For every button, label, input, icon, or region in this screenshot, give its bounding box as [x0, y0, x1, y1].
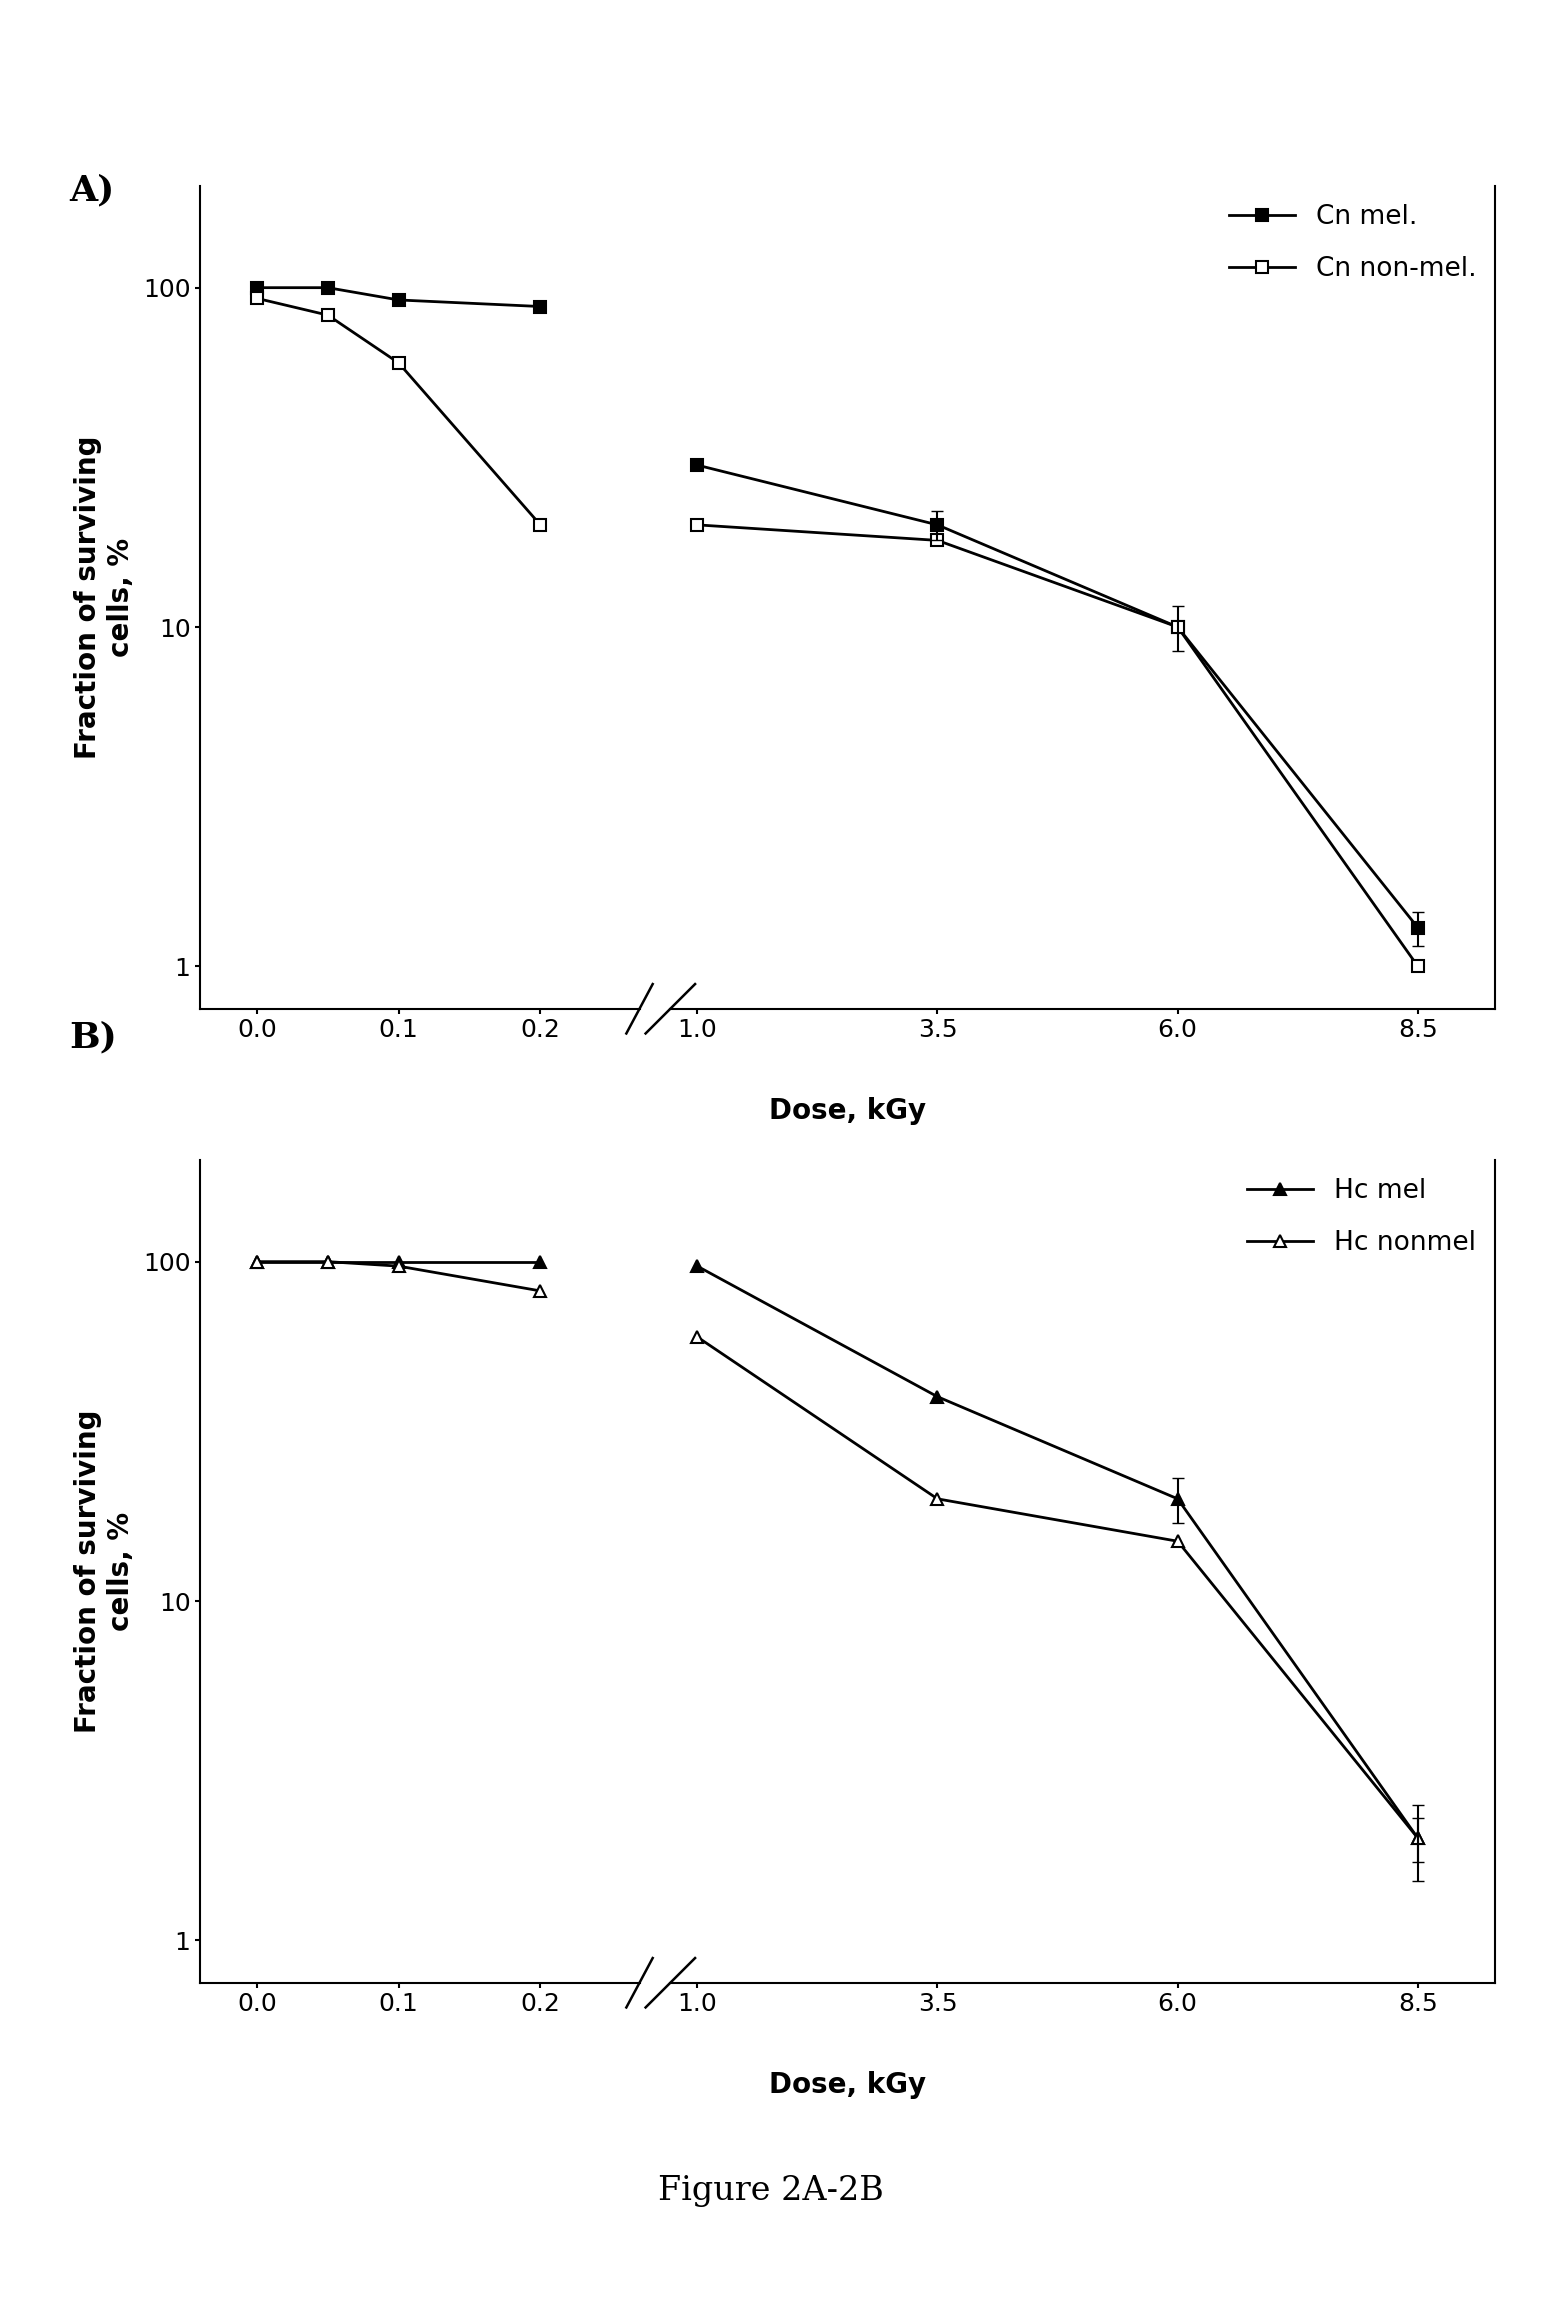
- Hc mel: [928, 1382, 946, 1410]
- Line: Cn non-mel.: Cn non-mel.: [690, 519, 1424, 972]
- Text: Dose, kGy: Dose, kGy: [769, 2071, 926, 2099]
- Cn mel.: [687, 452, 706, 480]
- Cn mel.: [1168, 612, 1187, 640]
- Cn non-mel.: [1168, 612, 1187, 640]
- Hc mel: [1168, 1484, 1187, 1512]
- Cn mel.: [928, 510, 946, 538]
- Cn non-mel.: [1408, 953, 1427, 981]
- Hc nonmel: [1168, 1528, 1187, 1556]
- Hc nonmel: [1408, 1825, 1427, 1853]
- Line: Hc mel: Hc mel: [690, 1259, 1424, 1844]
- Hc nonmel: [687, 1324, 706, 1352]
- Y-axis label: Fraction of surviving
cells, %: Fraction of surviving cells, %: [74, 1410, 134, 1732]
- Text: B): B): [69, 1020, 117, 1055]
- Line: Cn mel.: Cn mel.: [690, 459, 1424, 935]
- Hc mel: [687, 1252, 706, 1280]
- Legend: Cn mel., Cn non-mel.: Cn mel., Cn non-mel.: [1217, 192, 1487, 292]
- Cn mel.: [1408, 914, 1427, 942]
- Cn non-mel.: [687, 510, 706, 538]
- Line: Hc nonmel: Hc nonmel: [690, 1331, 1424, 1844]
- Text: Figure 2A-2B: Figure 2A-2B: [658, 2175, 883, 2208]
- Y-axis label: Fraction of surviving
cells, %: Fraction of surviving cells, %: [74, 436, 134, 758]
- Text: A): A): [69, 174, 114, 209]
- Cn non-mel.: [928, 526, 946, 554]
- Hc nonmel: [928, 1484, 946, 1512]
- Hc mel: [1408, 1825, 1427, 1853]
- Text: Dose, kGy: Dose, kGy: [769, 1097, 926, 1125]
- Legend: Hc mel, Hc nonmel: Hc mel, Hc nonmel: [1237, 1166, 1487, 1266]
